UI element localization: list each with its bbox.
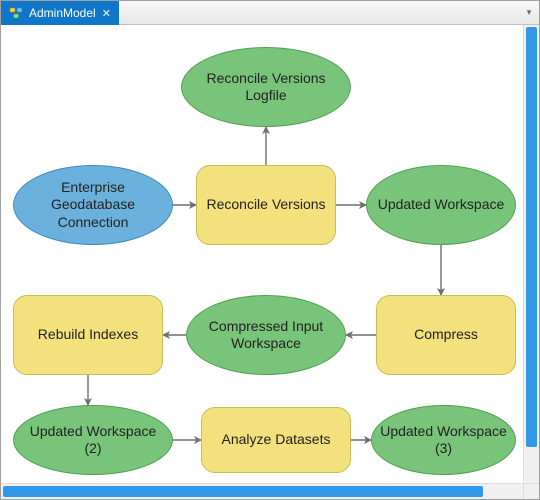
node-updated_ws2[interactable]: Updated Workspace (2)	[13, 405, 173, 475]
node-updated_ws3[interactable]: Updated Workspace (3)	[371, 405, 516, 475]
canvas-wrap: Reconcile Versions Logfile Enterprise Geo…	[1, 25, 539, 499]
diagram-canvas[interactable]: Reconcile Versions Logfile Enterprise Geo…	[1, 25, 523, 483]
tab-menu-trigger[interactable]: ▾	[519, 1, 539, 24]
titlebar: AdminModel ✕ ▾	[1, 1, 539, 25]
model-window: AdminModel ✕ ▾ Reconcile Versions Logfil…	[0, 0, 540, 500]
model-icon	[9, 6, 23, 20]
node-updated_ws[interactable]: Updated Workspace	[366, 165, 516, 245]
node-label: Rebuild Indexes	[38, 326, 138, 344]
horizontal-scrollbar[interactable]	[1, 483, 523, 499]
node-label: Enterprise Geodatabase Connection	[22, 179, 164, 232]
node-label: Compressed Input Workspace	[195, 318, 337, 353]
node-compressed_ws[interactable]: Compressed Input Workspace	[186, 295, 346, 375]
node-label: Analyze Datasets	[222, 431, 331, 449]
node-label: Reconcile Versions Logfile	[190, 70, 342, 105]
node-label: Updated Workspace	[378, 196, 505, 214]
node-label: Compress	[414, 326, 478, 344]
close-icon[interactable]: ✕	[102, 7, 111, 20]
node-label: Updated Workspace (3)	[380, 423, 507, 458]
node-reconcile_logfile[interactable]: Reconcile Versions Logfile	[181, 47, 351, 127]
node-enterprise_conn[interactable]: Enterprise Geodatabase Connection	[13, 165, 173, 245]
vertical-scrollbar-thumb[interactable]	[526, 27, 537, 447]
node-analyze_datasets[interactable]: Analyze Datasets	[201, 407, 351, 473]
node-label: Updated Workspace (2)	[22, 423, 164, 458]
titlebar-spacer	[119, 1, 519, 24]
node-compress[interactable]: Compress	[376, 295, 516, 375]
scrollbar-corner	[523, 483, 539, 499]
node-reconcile_versions[interactable]: Reconcile Versions	[196, 165, 336, 245]
node-label: Reconcile Versions	[206, 196, 325, 214]
tab-title: AdminModel	[29, 6, 96, 20]
node-rebuild_indexes[interactable]: Rebuild Indexes	[13, 295, 163, 375]
vertical-scrollbar[interactable]	[523, 25, 539, 483]
tab-adminmodel[interactable]: AdminModel ✕	[1, 1, 119, 25]
horizontal-scrollbar-thumb[interactable]	[3, 486, 483, 497]
